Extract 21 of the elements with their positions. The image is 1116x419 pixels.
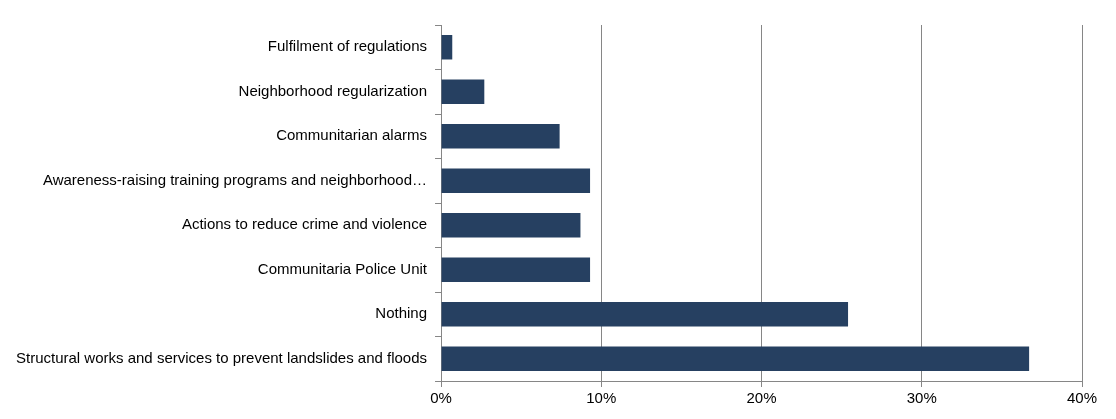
bar <box>441 168 591 193</box>
y-tick-label: Awareness-raising training programs and neighborhood… <box>42 170 428 188</box>
x-tick-label: 0% <box>430 389 452 407</box>
bar <box>441 346 1030 371</box>
y-tick-label: Fulfilment of regulations <box>267 37 428 55</box>
bar <box>441 79 485 104</box>
x-tick-label: 10% <box>586 389 617 407</box>
y-tick-label: Structural works and services to prevent landslides and floods <box>16 348 428 366</box>
x-tick-label: 30% <box>906 389 937 407</box>
bar <box>441 213 581 238</box>
bar <box>441 257 591 282</box>
y-tick-label: Nothing <box>375 304 428 322</box>
bar <box>441 124 560 149</box>
x-tick-label: 20% <box>746 389 777 407</box>
bar <box>441 35 453 60</box>
y-tick-label: Communitaria Police Unit <box>257 259 428 277</box>
y-tick-label: Actions to reduce crime and violence <box>181 215 428 233</box>
bar <box>441 302 849 327</box>
y-tick-label: Neighborhood regularization <box>238 81 428 99</box>
y-tick-label: Communitarian alarms <box>276 126 428 144</box>
x-tick-label: 40% <box>1066 389 1098 407</box>
